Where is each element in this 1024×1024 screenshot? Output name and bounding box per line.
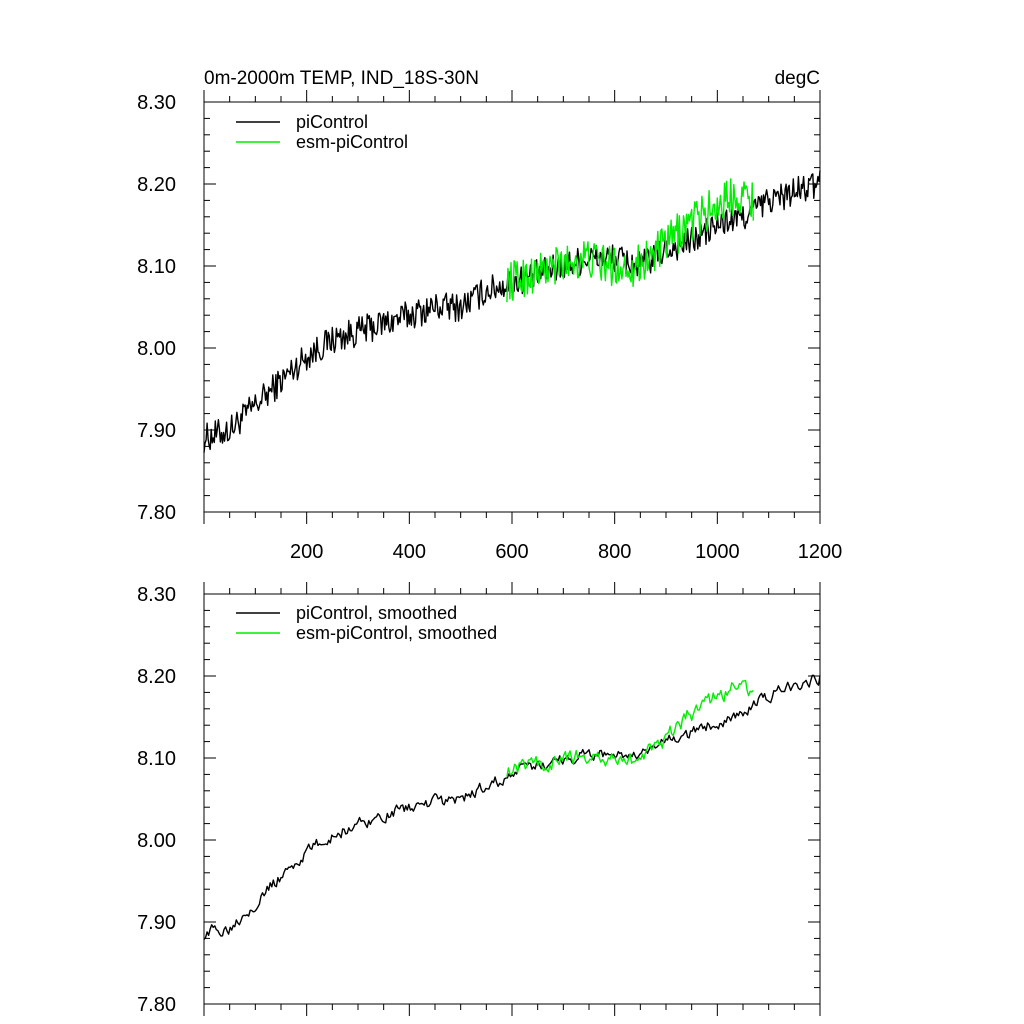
y-tick-label: 7.80 — [137, 502, 176, 524]
y-tick-label: 7.90 — [137, 420, 176, 442]
legend-label-esm-picontrol: esm-piControl — [296, 132, 408, 152]
bottom-series-lines — [203, 674, 821, 940]
y-tick-label: 8.20 — [137, 174, 176, 196]
x-tick-label: 800 — [598, 541, 631, 563]
legend-label-picontrol-smoothed: piControl, smoothed — [296, 603, 457, 623]
y-tick-label: 7.90 — [137, 912, 176, 934]
bottom-axes: 7.80 7.90 8.00 8.10 8.20 8.30 — [137, 582, 821, 1016]
y-tick-label: 8.30 — [137, 584, 176, 606]
y-tick-label: 8.10 — [137, 748, 176, 770]
top-plot-frame — [203, 101, 821, 513]
y-tick-label: 7.80 — [137, 994, 176, 1016]
top-axes: 7.80 7.90 8.00 8.10 8.20 8.30 200 400 600 800 1000… — [137, 90, 842, 563]
x-tick-label: 600 — [495, 541, 528, 563]
top-legend: piControl esm-piControl — [236, 112, 408, 152]
units-label: degC — [775, 68, 820, 89]
y-tick-label: 8.00 — [137, 830, 176, 852]
legend-label-esm-picontrol-smoothed: esm-piControl, smoothed — [296, 623, 497, 643]
series-line-picontrol-smoothed — [203, 674, 821, 940]
bottom-plot-frame — [203, 593, 821, 1005]
legend-label-picontrol: piControl — [296, 112, 368, 132]
bottom-panel: 7.80 7.90 8.00 8.10 8.20 8.30 piControl, smoo… — [137, 582, 821, 1016]
top-panel: 0m-2000m TEMP, IND_18S-30N degC 7.80 7.90… — [137, 68, 842, 563]
y-tick-label: 8.10 — [137, 256, 176, 278]
y-tick-label: 8.20 — [137, 666, 176, 688]
x-tick-label: 1200 — [798, 541, 843, 563]
series-line-esm-picontrol — [506, 178, 754, 303]
x-tick-label: 200 — [290, 541, 323, 563]
bottom-legend: piControl, smoothed esm-piControl, smoot… — [236, 603, 497, 643]
top-series-lines — [203, 170, 821, 453]
y-tick-label: 8.00 — [137, 338, 176, 360]
series-line-picontrol — [203, 170, 821, 453]
y-tick-label: 8.30 — [137, 92, 176, 114]
x-tick-label: 400 — [393, 541, 426, 563]
x-tick-label: 1000 — [695, 541, 740, 563]
chart-title: 0m-2000m TEMP, IND_18S-30N — [204, 68, 479, 89]
series-line-esm-picontrol-smoothed — [506, 679, 754, 777]
